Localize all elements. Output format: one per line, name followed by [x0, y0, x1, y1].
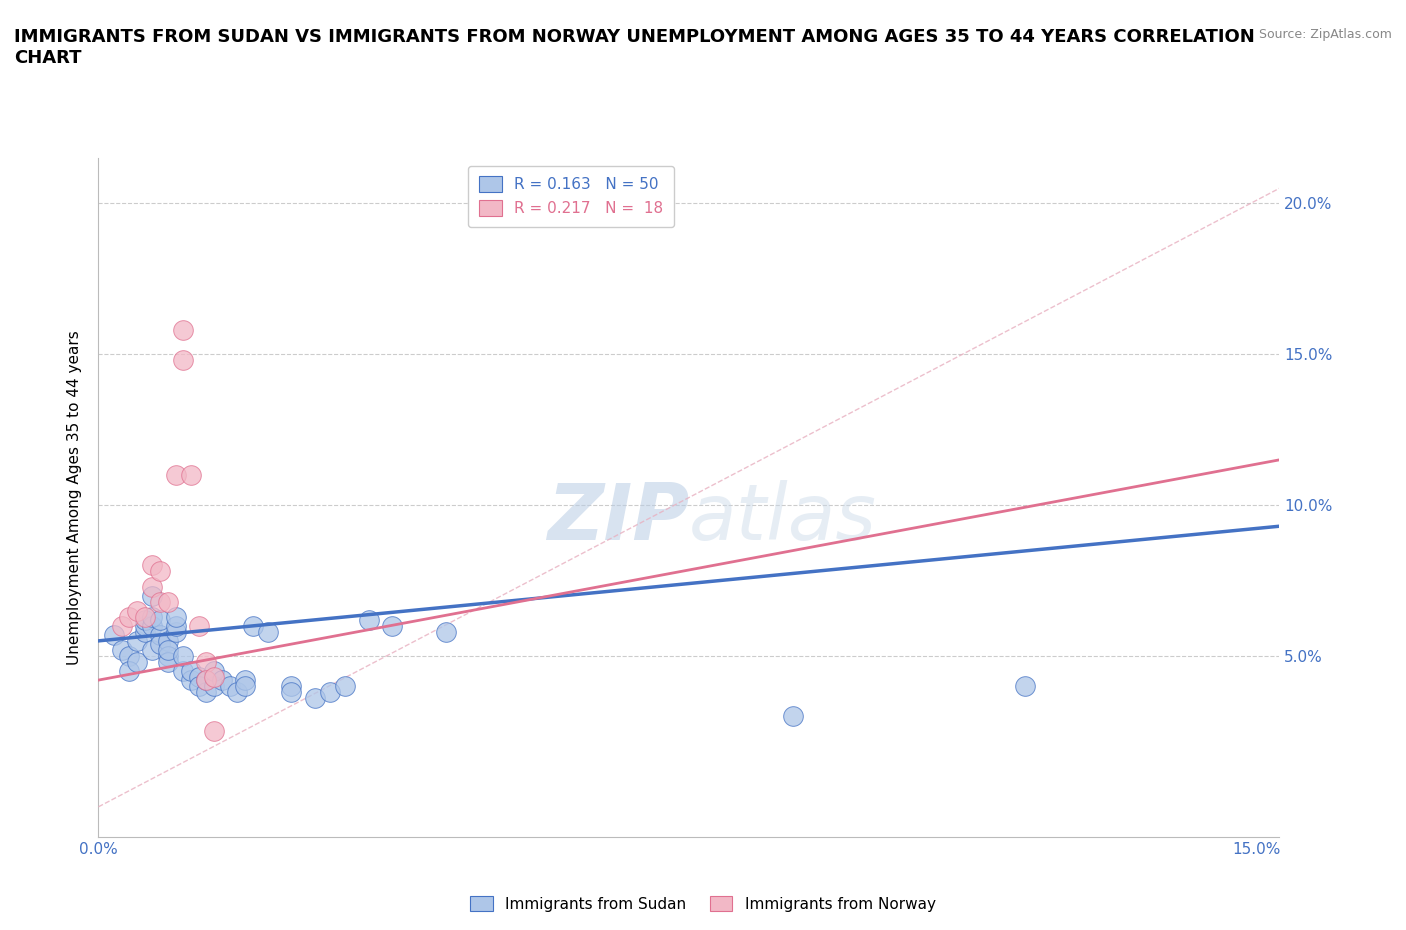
Point [357, 612, 380, 627]
Point [134, 612, 156, 627]
Point [156, 633, 179, 648]
Point [180, 664, 202, 679]
Point [125, 655, 148, 670]
Point [172, 664, 194, 679]
Point [134, 618, 156, 633]
Point [335, 679, 357, 694]
Point [110, 643, 132, 658]
Point [304, 691, 326, 706]
Point [156, 648, 179, 663]
Point [226, 684, 249, 699]
Point [195, 672, 218, 687]
Point [165, 618, 187, 633]
Point [149, 594, 172, 609]
Point [381, 618, 404, 633]
Point [434, 624, 457, 639]
Point [211, 672, 233, 687]
Point [141, 558, 163, 573]
Point [149, 612, 172, 627]
Point [156, 643, 179, 658]
Point [202, 679, 225, 694]
Point [118, 648, 141, 663]
Point [187, 618, 209, 633]
Point [257, 624, 280, 639]
Point [233, 679, 256, 694]
Point [172, 648, 194, 663]
Point [156, 655, 179, 670]
Point [118, 664, 141, 679]
Point [280, 684, 302, 699]
Point [141, 579, 163, 594]
Point [149, 564, 172, 578]
Point [125, 633, 148, 648]
Point [141, 643, 163, 658]
Point [165, 624, 187, 639]
Legend: R = 0.163   N = 50, R = 0.217   N =  18: R = 0.163 N = 50, R = 0.217 N = 18 [468, 166, 673, 227]
Point [149, 628, 172, 643]
Point [782, 709, 804, 724]
Point [172, 352, 194, 367]
Point [195, 655, 218, 670]
Point [1014, 679, 1036, 694]
Point [118, 609, 141, 624]
Point [187, 670, 209, 684]
Point [149, 636, 172, 651]
Point [202, 724, 225, 738]
Point [141, 588, 163, 603]
Point [156, 594, 179, 609]
Point [233, 672, 256, 687]
Point [125, 604, 148, 618]
Point [134, 624, 156, 639]
Point [141, 618, 163, 633]
Point [134, 609, 156, 624]
Point [195, 684, 218, 699]
Point [218, 679, 240, 694]
Point [103, 628, 125, 643]
Point [187, 679, 209, 694]
Point [202, 670, 225, 684]
Text: IMMIGRANTS FROM SUDAN VS IMMIGRANTS FROM NORWAY UNEMPLOYMENT AMONG AGES 35 TO 44: IMMIGRANTS FROM SUDAN VS IMMIGRANTS FROM… [14, 28, 1254, 67]
Point [165, 609, 187, 624]
Point [110, 618, 132, 633]
Point [180, 468, 202, 483]
Text: ZIP: ZIP [547, 480, 689, 556]
Point [165, 468, 187, 483]
Text: atlas: atlas [689, 480, 877, 556]
Point [319, 684, 342, 699]
Point [242, 618, 264, 633]
Point [195, 672, 218, 687]
Point [202, 664, 225, 679]
Point [280, 679, 302, 694]
Point [172, 323, 194, 338]
Text: Source: ZipAtlas.com: Source: ZipAtlas.com [1258, 28, 1392, 41]
Legend: Immigrants from Sudan, Immigrants from Norway: Immigrants from Sudan, Immigrants from N… [464, 889, 942, 918]
Point [180, 672, 202, 687]
Point [141, 609, 163, 624]
Y-axis label: Unemployment Among Ages 35 to 44 years: Unemployment Among Ages 35 to 44 years [67, 330, 83, 665]
